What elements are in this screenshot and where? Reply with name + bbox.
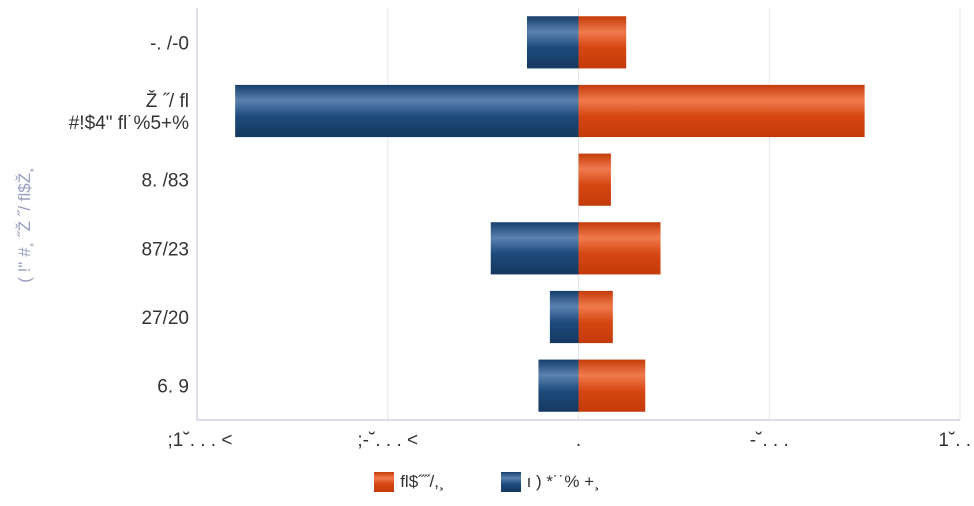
bar-series-1: [578, 222, 661, 275]
x-tick-label: 1˘. . .: [938, 430, 974, 451]
x-tick-label: .: [576, 430, 581, 451]
bar-series-2: [538, 359, 579, 412]
bar-series-1: [578, 16, 627, 69]
bar-series-2: [235, 84, 579, 138]
category-label: 87/23: [141, 239, 189, 260]
category-label: -. /-0: [150, 33, 189, 54]
category-label: 6. 9: [157, 377, 189, 398]
bar-series-2: [490, 222, 579, 275]
x-tick-label: ;1˘. . . <: [168, 430, 233, 451]
bar-series-1: [578, 359, 646, 412]
legend-swatch-series-1: [374, 472, 395, 492]
gridlines: [387, 8, 961, 420]
bar-series-1: [578, 290, 613, 344]
bar-series-2: [526, 16, 579, 69]
bar-series-1: [578, 153, 611, 206]
legend-item-series-1: fl$˝˝/,¸: [374, 472, 445, 492]
legend: fl$˝˝/,¸ ı ) *˙˙% +¸: [0, 472, 974, 492]
legend-swatch-series-2: [500, 472, 521, 492]
legend-item-series-2: ı ) *˙˙% +¸: [500, 472, 600, 492]
category-label: 8. /83: [141, 171, 189, 192]
bars: [235, 16, 865, 412]
category-label: Ž ˝/ fl #!$4" fl˙%5+%: [69, 90, 189, 134]
x-tick-labels: ;1˘. . . < ;-˘. . . <. -˘. . . 1˘. . .: [168, 430, 974, 451]
bar-series-1: [578, 84, 865, 138]
x-tick-label: ;-˘. . . <: [357, 430, 418, 451]
legend-label-series-2: ı ) *˙˙% +¸: [526, 472, 600, 491]
category-labels: -. /-0 Ž ˝/ fl #!$4" fl˙%5+% 8. /83 87/23 27/…: [69, 33, 189, 397]
bar-series-2: [549, 290, 579, 344]
x-tick-label: -˘. . .: [750, 430, 789, 451]
category-label: 27/20: [141, 308, 189, 329]
y-axis-title: ( !" #¸ ˝Ž ˝/ fl$Ž¸: [15, 167, 34, 283]
legend-label-series-1: fl$˝˝/,¸: [400, 472, 445, 491]
